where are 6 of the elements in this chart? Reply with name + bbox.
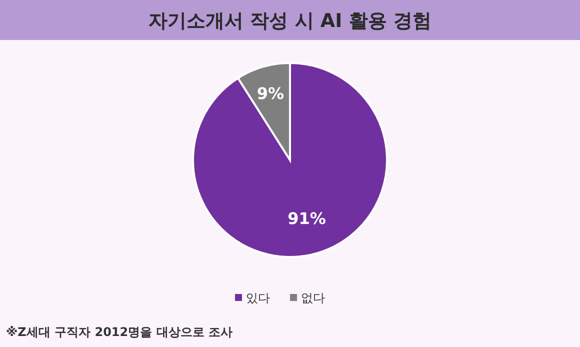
text: ※Z세대 구직자 2012명을 대상으로 조사 <box>6 325 232 339</box>
legend-label: 없다 <box>301 291 325 305</box>
data-label: 91% <box>288 208 326 228</box>
data-label: 9% <box>256 84 284 103</box>
legend-label: 있다 <box>246 291 270 305</box>
chart-title: 자기소개서 작성 시 AI 활용 경험 <box>148 10 432 32</box>
